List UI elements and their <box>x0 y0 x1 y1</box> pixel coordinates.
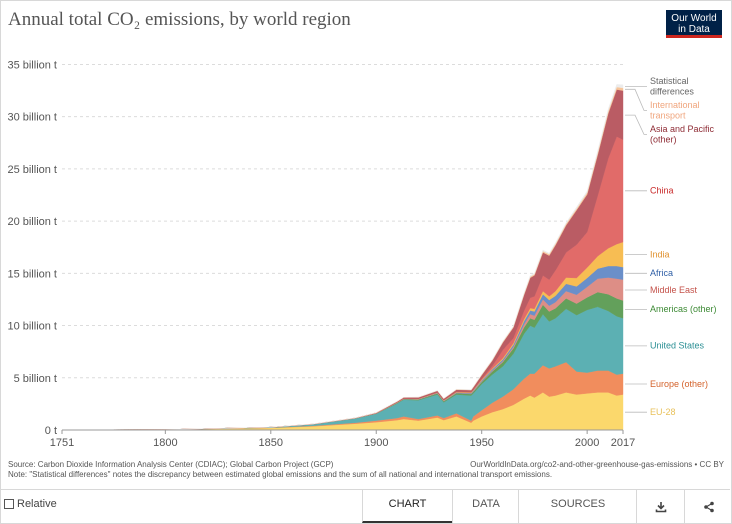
y-tick-label: 0 t <box>45 425 57 437</box>
relative-checkbox[interactable] <box>4 499 14 509</box>
x-tick-label: 1800 <box>153 437 177 449</box>
legend-label[interactable]: (other) <box>650 134 677 144</box>
y-tick-label: 20 billion t <box>7 216 57 228</box>
logo-line2: in Data <box>678 24 710 35</box>
stacked-area-chart: 1751 1800 1850 1900 1950 2000 2017 0 t 5 billio… <box>7 59 717 449</box>
legend-label[interactable]: Statistical <box>650 76 689 86</box>
share-icon <box>704 501 714 512</box>
legend-label[interactable]: transport <box>650 110 686 120</box>
legend-label[interactable]: Asia and Pacific <box>650 124 715 134</box>
y-axis: 0 t 5 billion t 10 billion t 15 billion t 20… <box>7 59 57 437</box>
legend-label[interactable]: United States <box>650 341 705 351</box>
y-tick-label: 35 billion t <box>7 59 57 71</box>
legend-label[interactable]: differences <box>650 86 694 96</box>
y-tick-label: 25 billion t <box>7 164 57 176</box>
tab-data[interactable]: DATA <box>452 490 519 523</box>
y-tick-label: 5 billion t <box>14 373 57 385</box>
chart-title: Annual total CO₂ emissions, by world reg… <box>8 9 351 30</box>
relative-label: Relative <box>17 498 57 510</box>
relative-toggle[interactable]: Relative <box>4 498 57 510</box>
tab-chart[interactable]: CHART <box>362 490 452 523</box>
legend-label[interactable]: China <box>650 186 674 196</box>
legend-label[interactable]: Europe (other) <box>650 379 708 389</box>
legend-connector <box>625 88 647 111</box>
download-button[interactable] <box>636 490 685 523</box>
owid-logo[interactable]: Our World in Data <box>666 10 722 38</box>
x-tick-label: 2017 <box>611 437 635 449</box>
area-statistical-differences[interactable] <box>61 84 624 431</box>
x-tick-label: 1751 <box>50 437 74 449</box>
tab-sources[interactable]: SOURCES <box>518 490 637 523</box>
legend-connector <box>625 114 647 135</box>
legend-label[interactable]: EU-28 <box>650 407 676 417</box>
source-text: Source: Carbon Dioxide Information Analy… <box>8 460 334 469</box>
source-url[interactable]: OurWorldInData.org/co2-and-other-greenho… <box>470 460 724 469</box>
note-text: Note: "Statistical differences" notes th… <box>8 470 553 479</box>
legend-label[interactable]: Middle East <box>650 285 698 295</box>
legend-label[interactable]: India <box>650 249 670 259</box>
x-tick-label: 1850 <box>259 437 283 449</box>
chart-footer: Source: Carbon Dioxide Information Analy… <box>8 460 724 480</box>
x-axis: 1751 1800 1850 1900 1950 2000 2017 <box>50 429 635 449</box>
x-tick-label: 1950 <box>469 437 493 449</box>
area-series <box>61 84 624 431</box>
x-tick-label: 1900 <box>364 437 388 449</box>
chart-controls: Relative CHART DATA SOURCES <box>0 489 730 523</box>
y-tick-label: 15 billion t <box>7 268 57 280</box>
x-tick-label: 2000 <box>575 437 599 449</box>
logo-line1: Our World <box>671 13 717 24</box>
y-tick-label: 10 billion t <box>7 321 57 333</box>
legend-label[interactable]: International <box>650 100 700 110</box>
download-icon <box>655 501 667 512</box>
legend-label[interactable]: Africa <box>650 268 673 278</box>
y-tick-label: 30 billion t <box>7 112 57 124</box>
share-button[interactable] <box>684 490 732 523</box>
legend-label[interactable]: Americas (other) <box>650 304 717 314</box>
